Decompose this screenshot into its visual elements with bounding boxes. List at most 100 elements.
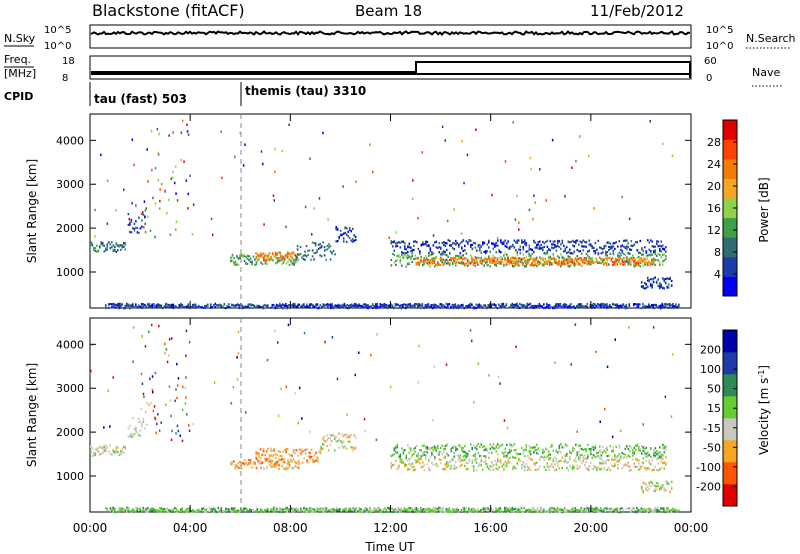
power-cell bbox=[261, 306, 263, 309]
power-cell bbox=[222, 305, 224, 308]
power-cell bbox=[457, 304, 460, 307]
power-cell bbox=[108, 241, 110, 244]
power-cell bbox=[465, 257, 467, 260]
power-cell bbox=[558, 261, 560, 264]
power-cell bbox=[291, 262, 294, 265]
power-cell bbox=[303, 304, 305, 307]
velocity-cell bbox=[506, 443, 508, 447]
power-cell bbox=[635, 263, 637, 266]
power-cell bbox=[169, 233, 172, 236]
power-cell bbox=[632, 255, 634, 258]
velocity-cell bbox=[260, 462, 262, 465]
power-cell bbox=[372, 303, 374, 307]
power-cell bbox=[560, 253, 562, 256]
velocity-cell bbox=[508, 510, 511, 513]
velocity-cell bbox=[160, 507, 163, 510]
velocity-cell bbox=[230, 402, 233, 405]
power-cell bbox=[285, 254, 287, 257]
power-cell bbox=[659, 249, 661, 253]
power-cell bbox=[290, 259, 292, 263]
velocity-cell bbox=[196, 509, 199, 512]
power-cell bbox=[555, 261, 557, 264]
power-cell bbox=[649, 264, 652, 267]
velocity-cell bbox=[193, 510, 196, 513]
power-cell bbox=[576, 239, 579, 242]
power-cell bbox=[528, 303, 530, 306]
velocity-cell bbox=[476, 448, 478, 451]
power-cell bbox=[635, 241, 637, 244]
velocity-cell bbox=[120, 452, 122, 455]
power-cell bbox=[609, 246, 612, 249]
velocity-cell bbox=[127, 435, 130, 438]
velocity-cell bbox=[613, 508, 616, 511]
velocity-cell bbox=[237, 466, 240, 469]
velocity-cell bbox=[109, 507, 112, 510]
velocity-cell bbox=[489, 465, 492, 468]
power-cell bbox=[339, 229, 342, 232]
power-cell bbox=[282, 261, 285, 264]
velocity-cell bbox=[511, 506, 514, 509]
velocity-cell bbox=[445, 510, 448, 513]
power-cell bbox=[462, 262, 465, 265]
power-cell bbox=[441, 261, 444, 264]
power-cell bbox=[494, 263, 496, 266]
velocity-cell bbox=[566, 444, 568, 447]
power-cell bbox=[601, 258, 604, 261]
velocity-cell bbox=[655, 485, 658, 488]
power-cell bbox=[507, 258, 510, 261]
power-cell bbox=[198, 306, 200, 309]
power-cell bbox=[410, 246, 412, 249]
power-cell bbox=[453, 305, 455, 308]
power-cell bbox=[231, 304, 233, 307]
power-cell bbox=[345, 240, 348, 243]
power-cell bbox=[547, 304, 550, 307]
power-cell bbox=[436, 306, 439, 309]
power-cell bbox=[260, 150, 263, 153]
velocity-cell bbox=[237, 462, 240, 465]
power-cell bbox=[617, 253, 619, 256]
power-cell bbox=[180, 302, 182, 306]
power-cell bbox=[405, 304, 407, 307]
power-cell bbox=[606, 241, 609, 244]
power-cell bbox=[580, 257, 583, 260]
velocity-cell bbox=[331, 510, 334, 513]
power-cell bbox=[141, 302, 143, 306]
power-cell bbox=[451, 306, 454, 309]
power-cell bbox=[636, 306, 638, 309]
velocity-cell bbox=[326, 434, 328, 437]
power-cell bbox=[619, 257, 622, 260]
power-cell bbox=[558, 240, 561, 243]
velocity-cell bbox=[388, 507, 391, 510]
power-cell bbox=[401, 250, 403, 254]
power-cell bbox=[570, 252, 573, 255]
power-cell bbox=[291, 257, 294, 260]
power-cell bbox=[256, 305, 259, 308]
velocity-cell bbox=[663, 445, 666, 448]
power-cell bbox=[157, 151, 159, 155]
velocity-cell bbox=[364, 510, 367, 513]
velocity-cell bbox=[138, 417, 140, 420]
velocity-cell bbox=[399, 511, 401, 514]
power-cell bbox=[252, 255, 255, 258]
velocity-cell bbox=[294, 465, 297, 468]
velocity-cell bbox=[585, 467, 588, 470]
power-cell bbox=[480, 259, 482, 262]
velocity-cell bbox=[140, 372, 143, 376]
velocity-cell bbox=[426, 445, 429, 449]
velocity-cell bbox=[530, 469, 532, 472]
power-cell bbox=[273, 255, 276, 258]
power-cell bbox=[319, 254, 321, 257]
velocity-cell bbox=[145, 508, 148, 511]
power-cell bbox=[97, 249, 100, 252]
velocity-cell bbox=[661, 510, 664, 513]
velocity-cell bbox=[587, 454, 589, 457]
power-cell bbox=[650, 239, 652, 242]
velocity-cell bbox=[450, 510, 452, 513]
power-cell bbox=[243, 306, 245, 309]
velocity-cell bbox=[657, 506, 659, 510]
velocity-cell bbox=[587, 456, 589, 459]
velocity-cell bbox=[367, 511, 370, 514]
power-cell bbox=[479, 244, 481, 247]
power-cell bbox=[344, 226, 346, 229]
velocity-data bbox=[90, 323, 680, 514]
